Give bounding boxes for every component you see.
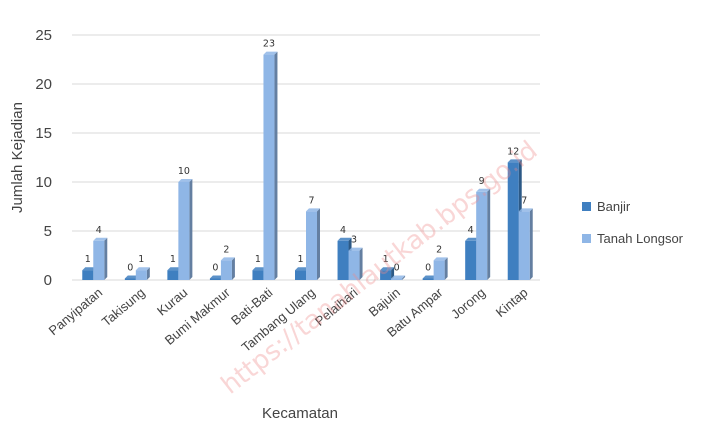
bar-tanah-longsor xyxy=(178,179,193,280)
bar-tanah-longsor xyxy=(348,247,363,280)
x-tick-label: Jorong xyxy=(448,285,488,322)
legend-swatch xyxy=(582,202,591,211)
data-label: 9 xyxy=(479,176,485,187)
bars xyxy=(82,51,533,280)
data-label: 2 xyxy=(223,244,229,255)
legend: Banjir Tanah Longsor xyxy=(582,199,684,246)
data-label: 2 xyxy=(436,244,442,255)
x-tick-label: Panyipatan xyxy=(46,285,105,338)
gridlines xyxy=(72,34,540,281)
y-tick-label: 0 xyxy=(44,272,52,289)
bar-tanah-longsor xyxy=(135,267,150,280)
y-tick-label: 5 xyxy=(44,223,52,240)
x-tick-label: Kintap xyxy=(493,285,531,320)
data-label: 4 xyxy=(96,225,102,236)
y-tick-label: 15 xyxy=(35,125,52,142)
data-label: 1 xyxy=(138,254,144,265)
y-axis-ticks: 0 5 10 15 20 25 xyxy=(35,27,52,289)
y-axis-title: Jumlah Kejadian xyxy=(9,102,26,213)
data-label: 10 xyxy=(178,166,190,177)
data-label: 4 xyxy=(340,225,346,236)
y-tick-label: 25 xyxy=(35,27,52,44)
legend-swatch xyxy=(582,234,591,243)
bar-tanah-longsor xyxy=(263,51,278,280)
bar-tanah-longsor xyxy=(93,237,108,280)
y-tick-label: 10 xyxy=(35,174,52,191)
data-label: 0 xyxy=(425,263,431,274)
data-label: 0 xyxy=(394,263,400,274)
data-label: 23 xyxy=(263,39,275,50)
bar-tanah-longsor xyxy=(391,275,406,280)
bar-tanah-longsor xyxy=(306,208,320,280)
x-axis-title: Kecamatan xyxy=(262,405,338,422)
y-tick-label: 20 xyxy=(35,76,52,93)
data-label: 3 xyxy=(351,235,357,246)
data-label: 0 xyxy=(127,263,133,274)
data-label: 4 xyxy=(468,225,474,236)
legend-label: Banjir xyxy=(597,199,631,214)
bar-tanah-longsor xyxy=(518,208,533,280)
data-label: 1 xyxy=(255,254,261,265)
data-label: 1 xyxy=(383,254,389,265)
data-label: 12 xyxy=(507,146,519,157)
data-label: 0 xyxy=(212,263,218,274)
bar-tanah-longsor xyxy=(220,257,235,280)
data-label: 1 xyxy=(170,254,176,265)
bar-tanah-longsor xyxy=(433,257,448,280)
legend-label: Tanah Longsor xyxy=(597,231,684,246)
x-tick-label: Takisung xyxy=(99,285,148,329)
x-tick-label: Kurau xyxy=(154,285,190,319)
bar-tanah-longsor xyxy=(476,188,491,280)
data-label: 1 xyxy=(85,254,91,265)
data-label: 7 xyxy=(521,195,527,206)
data-label: 1 xyxy=(297,254,303,265)
data-label: 7 xyxy=(308,195,314,206)
